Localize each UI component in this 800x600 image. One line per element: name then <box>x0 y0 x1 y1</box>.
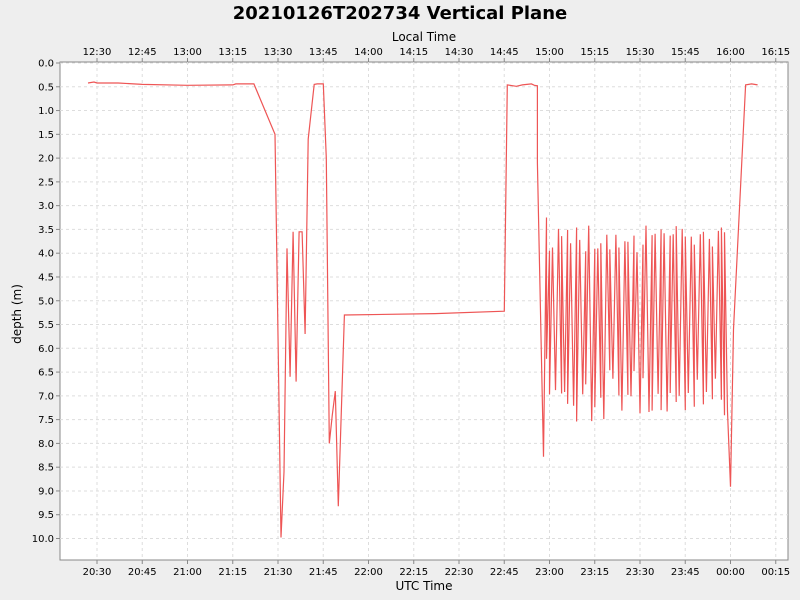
utc-tick-label: 21:30 <box>264 567 293 578</box>
y-tick-label: 9.0 <box>38 486 54 497</box>
utc-axis-ticks: 20:30 20:45 21:00 21:15 21:30 21:45 22:00 22:15… <box>83 560 790 578</box>
utc-tick-label: 22:45 <box>490 567 519 578</box>
y-tick-label: 10.0 <box>32 534 54 545</box>
y-tick-label: 8.5 <box>38 463 54 474</box>
depth-series-line <box>87 81 758 538</box>
local-axis-ticks: 12:30 12:45 13:00 13:15 13:30 13:45 14:00 14:15… <box>83 47 790 62</box>
local-tick-label: 15:15 <box>580 47 609 58</box>
local-time-axis-label: Local Time <box>392 30 456 44</box>
depth-axis-label: depth (m) <box>10 284 24 344</box>
local-tick-label: 16:00 <box>716 47 745 58</box>
y-tick-label: 3.5 <box>38 225 54 236</box>
y-tick-label: 7.5 <box>38 415 54 426</box>
local-tick-label: 12:30 <box>83 47 112 58</box>
local-tick-label: 14:45 <box>490 47 519 58</box>
chart-title: 20210126T202734 Vertical Plane <box>233 3 567 24</box>
utc-tick-label: 21:00 <box>173 567 202 578</box>
utc-tick-label: 21:45 <box>309 567 338 578</box>
utc-tick-label: 23:45 <box>671 567 700 578</box>
local-tick-label: 14:00 <box>354 47 383 58</box>
local-tick-label: 13:30 <box>264 47 293 58</box>
local-tick-label: 15:45 <box>671 47 700 58</box>
y-tick-label: 5.5 <box>38 320 54 331</box>
utc-tick-label: 20:30 <box>83 567 112 578</box>
local-tick-label: 15:00 <box>535 47 564 58</box>
utc-tick-label: 22:30 <box>445 567 474 578</box>
local-tick-label: 13:00 <box>173 47 202 58</box>
utc-tick-label: 21:15 <box>218 567 247 578</box>
utc-tick-label: 22:00 <box>354 567 383 578</box>
y-tick-label: 4.5 <box>38 272 54 283</box>
y-tick-label: 7.0 <box>38 391 54 402</box>
utc-tick-label: 22:15 <box>399 567 428 578</box>
y-tick-label: 6.0 <box>38 344 54 355</box>
y-tick-label: 5.0 <box>38 296 54 307</box>
local-tick-label: 16:15 <box>761 47 790 58</box>
utc-tick-label: 20:45 <box>128 567 157 578</box>
y-axis-ticks: 0.0 0.5 1.0 1.5 2.0 2.5 3.0 3.5 4.0 4.5 5.0 5.5 6.0 6… <box>32 59 60 545</box>
y-tick-label: 4.0 <box>38 249 54 260</box>
y-tick-label: 0.5 <box>38 82 54 93</box>
y-tick-label: 0.0 <box>38 59 54 70</box>
y-tick-label: 1.0 <box>38 106 54 117</box>
local-tick-label: 13:15 <box>218 47 247 58</box>
y-tick-label: 6.5 <box>38 368 54 379</box>
plot-area <box>59 61 789 561</box>
local-tick-label: 14:15 <box>399 47 428 58</box>
utc-tick-label: 23:15 <box>580 567 609 578</box>
y-tick-label: 2.0 <box>38 154 54 165</box>
local-tick-label: 12:45 <box>128 47 157 58</box>
utc-tick-label: 23:00 <box>535 567 564 578</box>
utc-tick-label: 00:00 <box>716 567 745 578</box>
utc-tick-label: 23:30 <box>626 567 655 578</box>
local-tick-label: 14:30 <box>445 47 474 58</box>
y-tick-label: 3.0 <box>38 201 54 212</box>
local-tick-label: 13:45 <box>309 47 338 58</box>
utc-time-axis-label: UTC Time <box>396 579 453 593</box>
local-tick-label: 15:30 <box>626 47 655 58</box>
utc-tick-label: 00:15 <box>761 567 790 578</box>
y-tick-label: 1.5 <box>38 130 54 141</box>
y-tick-label: 2.5 <box>38 177 54 188</box>
y-tick-label: 9.5 <box>38 510 54 521</box>
y-tick-label: 8.0 <box>38 439 54 450</box>
